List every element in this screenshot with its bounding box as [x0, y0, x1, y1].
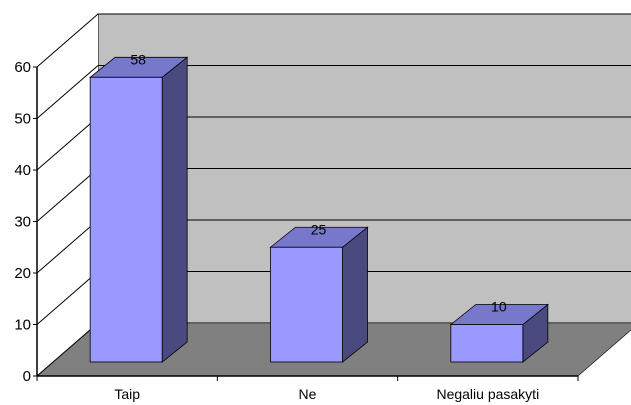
gridline-diagonal — [36, 322, 99, 377]
y-tick-label: 60 — [14, 59, 31, 76]
bar-front — [270, 246, 343, 363]
y-tick-label: 10 — [14, 317, 31, 334]
y-tick-label: 20 — [14, 265, 31, 282]
bar-front — [89, 76, 163, 363]
y-tick-label: 0 — [23, 368, 31, 385]
gridline-diagonal — [36, 219, 99, 274]
bars — [89, 56, 549, 363]
gridline-diagonal — [36, 13, 99, 68]
axes: 0 10 20 30 40 50 60 — [14, 59, 579, 385]
y-tick-label: 30 — [14, 214, 31, 231]
y-tick-label: 50 — [14, 111, 31, 128]
category-label: Negaliu pasakyti — [436, 386, 539, 402]
gridline-diagonal — [36, 271, 99, 325]
gridlines — [36, 13, 631, 377]
category-label: Ne — [299, 386, 317, 402]
y-tick-label: 40 — [14, 162, 31, 179]
bar-side — [161, 56, 188, 363]
bar-front — [450, 324, 524, 363]
bar-Negaliu pasakyti — [449, 303, 549, 363]
bar-Taip — [89, 56, 189, 363]
category-label: Taip — [114, 386, 140, 402]
bar-side — [342, 226, 368, 363]
gridline-diagonal — [36, 168, 99, 222]
data-label: 10 — [491, 299, 507, 315]
gridline-diagonal — [36, 65, 99, 119]
data-label: 25 — [311, 221, 327, 237]
labels: Taip Ne Negaliu pasakyti 58 25 10 — [114, 51, 539, 402]
data-label: 58 — [130, 51, 146, 67]
gridline-diagonal — [36, 116, 99, 171]
bar-Ne — [269, 226, 369, 363]
